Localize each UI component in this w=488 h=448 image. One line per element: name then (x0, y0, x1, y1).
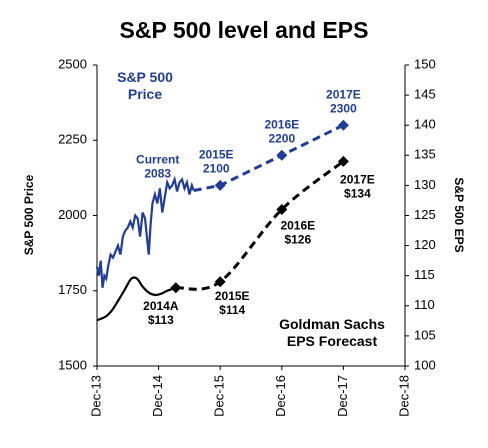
x-tick-label: Dec-16 (273, 375, 288, 417)
point-label: 2017E (326, 87, 361, 101)
chart-title: S&P 500 level and EPS (120, 17, 369, 43)
marker (214, 276, 226, 288)
value-label: $113 (148, 313, 174, 327)
value-label: 2200 (268, 131, 295, 145)
y2-tick-label: 135 (414, 147, 436, 162)
y-tick-label: 2250 (58, 132, 87, 147)
marker (276, 203, 288, 215)
y2-tick-label: 115 (414, 267, 435, 282)
y2-tick-label: 145 (414, 87, 436, 102)
y2-tick-label: 120 (414, 237, 436, 252)
y2-tick-label: 130 (414, 177, 436, 192)
y2-tick-label: 150 (414, 56, 436, 71)
y2-tick-label: 110 (414, 297, 435, 312)
line (95, 175, 195, 288)
x-tick-label: Dec-18 (396, 375, 411, 417)
value-label: $126 (284, 233, 311, 247)
point-label: 2014A (143, 299, 179, 313)
x-tick-label: Dec-13 (88, 375, 103, 417)
point-label: 2017E (340, 172, 375, 186)
line (193, 123, 345, 192)
value-label: 2300 (330, 101, 357, 115)
line (175, 160, 345, 291)
y2-tick-label: 140 (414, 117, 436, 132)
point-label: Current (136, 153, 179, 167)
y2-tick-label: 125 (414, 207, 436, 222)
y-tick-label: 2000 (58, 207, 87, 222)
line (96, 276, 177, 322)
y2-tick-label: 100 (414, 357, 436, 372)
value-label: $134 (344, 186, 371, 200)
point-label: 2015E (215, 289, 250, 303)
y-tick-label: 1750 (58, 282, 87, 297)
x-tick-label: Dec-15 (212, 375, 227, 417)
point-label: 2016E (264, 117, 299, 131)
value-label: 2100 (203, 162, 230, 176)
y-axis-label: S&P 500 Price (22, 174, 36, 255)
x-tick-label: Dec-17 (335, 375, 350, 417)
y-tick-label: 1500 (58, 357, 87, 372)
point-label: 2015E (199, 148, 234, 162)
x-tick-label: Dec-14 (150, 375, 165, 417)
value-label: $114 (219, 303, 245, 317)
annotation: S&P 500 Price (117, 69, 173, 102)
y-tick-label: 2500 (58, 56, 87, 71)
annotation: Goldman Sachs EPS Forecast (279, 316, 385, 349)
marker (214, 179, 226, 191)
y2-tick-label: 105 (414, 327, 436, 342)
value-label: 2083 (144, 167, 171, 181)
marker (337, 155, 349, 167)
marker (337, 119, 349, 131)
point-label: 2016E (280, 219, 315, 233)
marker (276, 149, 288, 161)
marker (170, 282, 182, 294)
y2-axis-label: S&P 500 EPS (452, 177, 466, 252)
